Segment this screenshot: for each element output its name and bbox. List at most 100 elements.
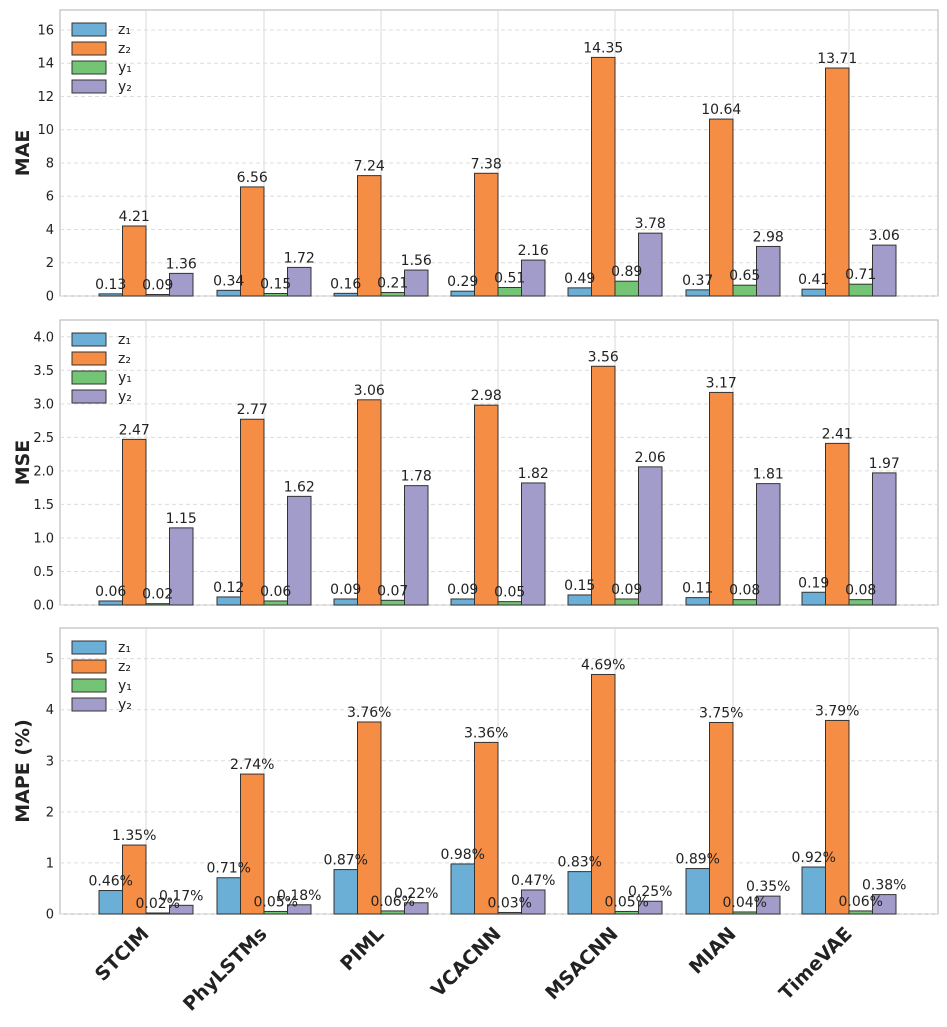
bar-z₁-VCACNN: [450, 598, 475, 606]
legend-swatch: [71, 370, 107, 385]
bar-z₁-STCIM: [98, 293, 123, 297]
legend-label: z₂: [118, 41, 131, 57]
data-label: 14.35: [583, 40, 623, 56]
y-tick-label: 12: [37, 90, 54, 105]
bar-z₁-MIAN: [685, 289, 710, 297]
data-label: 0.41: [798, 272, 829, 288]
data-label: 2.77: [237, 402, 268, 418]
data-label: 2.16: [518, 243, 549, 259]
bar-y₂-TimeVAE: [872, 244, 897, 297]
legend-swatch: [71, 389, 107, 404]
data-label: 1.56: [401, 253, 432, 269]
bar-z₁-PhyLSTMs: [216, 289, 241, 297]
bar-z₁-STCIM: [98, 600, 123, 606]
data-label: 3.76%: [347, 705, 391, 721]
legend-label: y₂: [118, 79, 132, 95]
bar-y₁-PhyLSTMs: [263, 600, 288, 606]
legend: z₁ z₂ y₁ y₂: [71, 22, 132, 95]
legend-swatch: [71, 79, 107, 94]
bar-y₁-PIML: [380, 910, 405, 915]
bar-y₁-PhyLSTMs: [263, 910, 288, 915]
data-label: 0.04%: [723, 895, 767, 911]
y-axis-label: MSE: [12, 440, 34, 486]
bar-y₂-MSACNN: [638, 466, 663, 606]
bar-y₂-TimeVAE: [872, 894, 897, 915]
data-label: 0.34: [213, 273, 244, 289]
bar-y₂-VCACNN: [521, 482, 546, 606]
data-label: 0.29: [447, 274, 478, 290]
data-label: 0.09: [142, 278, 173, 294]
bar-z₂-MSACNN: [591, 365, 616, 606]
bar-y₂-MIAN: [756, 483, 781, 606]
bar-y₂-PhyLSTMs: [287, 904, 312, 915]
data-label: 1.36: [166, 256, 197, 272]
bar-z₂-PIML: [357, 175, 382, 297]
legend-label: y₁: [118, 60, 132, 76]
data-label: 0.22%: [394, 886, 438, 902]
data-label: 1.97: [869, 456, 900, 472]
data-label: 3.17: [706, 375, 737, 391]
x-tick-label: PhyLSTMs: [179, 923, 271, 1015]
data-label: 0.35%: [746, 879, 790, 895]
bar-z₂-TimeVAE: [825, 67, 850, 297]
legend-swatch: [71, 60, 107, 75]
legend-swatch: [71, 659, 107, 674]
legend-label: z₁: [118, 22, 131, 38]
data-label: 0.21: [377, 276, 408, 292]
data-label: 0.09: [611, 582, 642, 598]
bar-y₂-MIAN: [756, 895, 781, 915]
y-tick-label: 4.0: [33, 330, 54, 345]
bar-y₂-PIML: [404, 902, 429, 915]
y-tick-label: 4: [46, 703, 54, 718]
bar-z₂-PIML: [357, 399, 382, 606]
data-label: 3.56: [588, 349, 619, 365]
y-tick-label: 4: [46, 223, 54, 238]
y-tick-label: 3.5: [33, 364, 54, 379]
legend: z₁ z₂ y₁ y₂: [71, 640, 132, 713]
bar-z₂-STCIM: [122, 438, 147, 606]
panel-1: 0 2 4 6 8 10 12 14 16 MAE 0.13 0.34 0.16 0.29 0.49 0.37…: [12, 9, 939, 305]
data-label: 1.15: [166, 511, 197, 527]
bar-y₁-TimeVAE: [848, 599, 873, 606]
bar-z₂-PhyLSTMs: [240, 418, 265, 606]
legend-label: z₂: [118, 351, 131, 367]
bar-y₂-PhyLSTMs: [287, 495, 312, 606]
y-tick-label: 5: [46, 652, 54, 667]
bar-y₂-MSACNN: [638, 232, 663, 297]
y-tick-label: 0: [46, 290, 54, 305]
data-label: 0.38%: [862, 878, 906, 894]
bar-y₁-STCIM: [145, 912, 170, 915]
data-label: 0.89: [611, 264, 642, 280]
data-label: 3.36%: [464, 725, 508, 741]
data-label: 0.02%: [136, 896, 180, 912]
bar-y₁-PIML: [380, 292, 405, 297]
data-label: 0.06: [95, 584, 126, 600]
data-label: 0.71: [845, 267, 876, 283]
data-label: 0.02: [142, 587, 173, 603]
bar-z₁-TimeVAE: [801, 288, 826, 297]
data-label: 0.13: [95, 277, 126, 293]
bar-z₂-VCACNN: [474, 172, 499, 297]
plot-area: [59, 627, 939, 915]
data-label: 2.47: [119, 422, 150, 438]
data-label: 0.09: [330, 582, 361, 598]
legend-swatch: [71, 351, 107, 366]
bar-z₂-VCACNN: [474, 404, 499, 606]
bar-z₁-MSACNN: [567, 871, 592, 915]
legend-swatch: [71, 640, 107, 655]
bar-y₁-MSACNN: [614, 598, 639, 606]
y-tick-label: 3.0: [33, 397, 54, 412]
y-tick-label: 0.5: [33, 565, 54, 580]
data-label: 1.35%: [112, 828, 156, 844]
bar-y₁-MIAN: [732, 911, 757, 915]
x-tick-label: STCIM: [91, 923, 154, 986]
bar-z₂-MIAN: [709, 391, 734, 606]
bar-z₁-PhyLSTMs: [216, 877, 241, 915]
data-label: 2.41: [822, 426, 853, 442]
y-tick-label: 2: [46, 256, 54, 271]
data-label: 3.06: [354, 383, 385, 399]
data-label: 0.05%: [254, 894, 298, 910]
bar-z₂-STCIM: [122, 844, 147, 915]
data-label: 0.19: [798, 575, 829, 591]
data-label: 10.64: [701, 102, 741, 118]
